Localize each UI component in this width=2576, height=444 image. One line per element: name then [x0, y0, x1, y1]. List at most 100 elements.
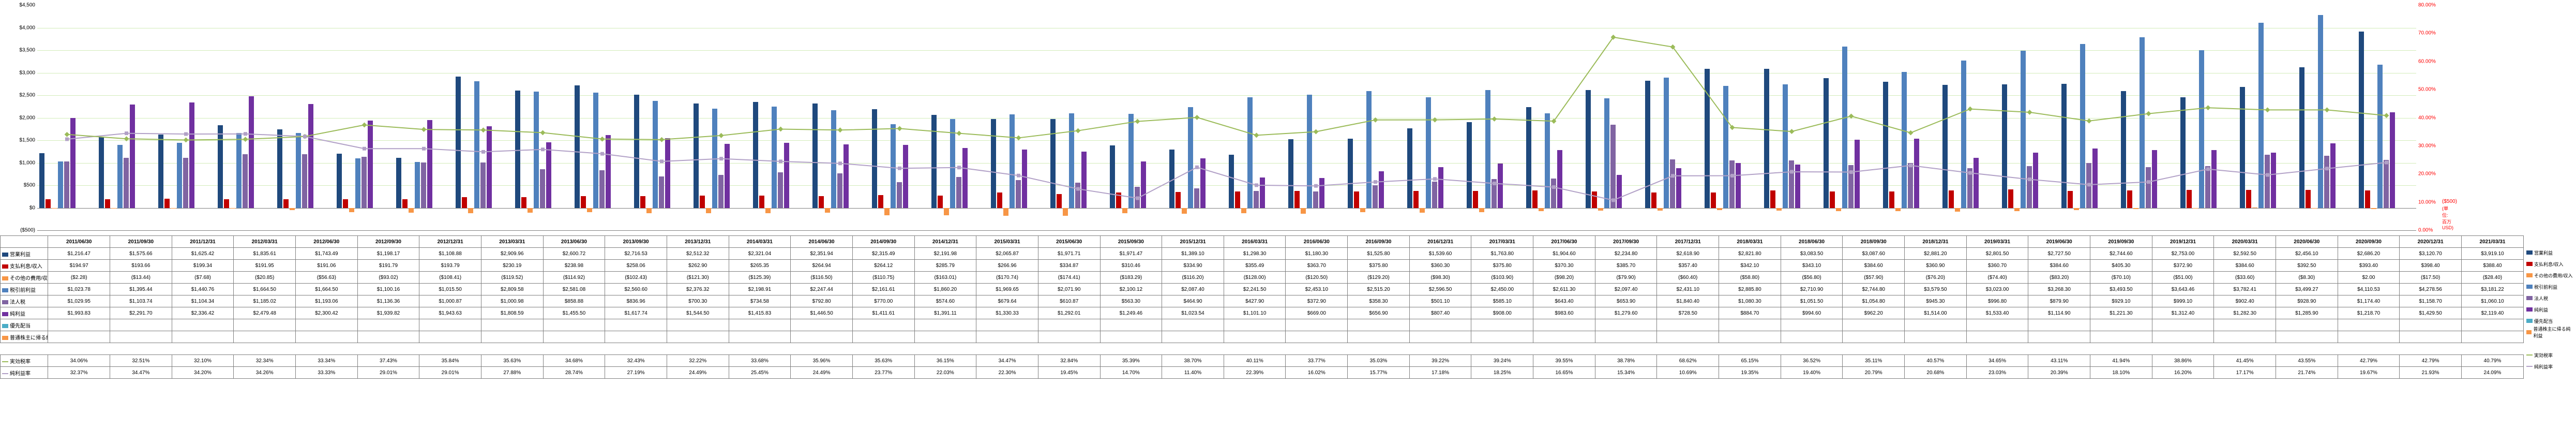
- cell: $238.98: [543, 260, 605, 272]
- cell: $728.50: [1657, 307, 1719, 319]
- cell: ($116.20): [1162, 272, 1224, 284]
- cell: 11.40%: [1162, 367, 1224, 379]
- cell: $2,234.80: [1595, 248, 1657, 260]
- col-header: 2014/03/31: [729, 236, 791, 248]
- cell: $1,103.74: [110, 295, 172, 307]
- marker-net_margin: [1076, 187, 1080, 191]
- cell: [1286, 331, 1348, 343]
- cell: $1,000.87: [419, 295, 481, 307]
- cell: 41.45%: [2214, 355, 2276, 367]
- cell: $1,312.40: [2152, 307, 2214, 319]
- y-axis-right-label: 70.00%: [2416, 31, 2436, 36]
- marker-eff_tax: [362, 123, 367, 128]
- cell: 15.34%: [1595, 367, 1657, 379]
- cell: 22.39%: [1224, 367, 1286, 379]
- cell: $2,821.80: [1719, 248, 1781, 260]
- cell: ($20.85): [234, 272, 296, 284]
- cell: $2,315.49: [852, 248, 914, 260]
- cell: $928.90: [2276, 295, 2338, 307]
- cell: ($108.41): [419, 272, 481, 284]
- cell: $1,298.30: [1224, 248, 1286, 260]
- marker-net_margin: [1671, 174, 1675, 177]
- cell: [2400, 319, 2462, 331]
- y-axis-left-label: ($500): [20, 228, 37, 233]
- row-label-pref_div: 優先配当: [1, 319, 48, 331]
- col-header: 2013/09/30: [605, 236, 667, 248]
- cell: ($33.60): [2214, 272, 2276, 284]
- y-axis-left-label: $1,000: [19, 160, 37, 166]
- cell: $2,198.91: [729, 284, 791, 295]
- cell: 36.52%: [1781, 355, 1843, 367]
- cell: [2461, 331, 2523, 343]
- cell: $343.10: [1781, 260, 1843, 272]
- cell: $464.90: [1162, 295, 1224, 307]
- cell: ($125.39): [729, 272, 791, 284]
- cell: ($183.29): [1100, 272, 1162, 284]
- cell: $643.40: [1533, 295, 1595, 307]
- cell: ($116.50): [791, 272, 853, 284]
- y-axis-left-label: $4,000: [19, 25, 37, 31]
- cell: [667, 319, 729, 331]
- cell: [1595, 319, 1657, 331]
- cell: $1,114.90: [2028, 307, 2090, 319]
- cell: 29.01%: [419, 367, 481, 379]
- cell: $996.80: [1966, 295, 2028, 307]
- cell: ($163.01): [914, 272, 976, 284]
- cell: 37.43%: [357, 355, 419, 367]
- marker-eff_tax: [897, 126, 902, 131]
- cell: [2338, 319, 2400, 331]
- cell: $3,493.50: [2090, 284, 2152, 295]
- marker-eff_tax: [1789, 129, 1795, 134]
- marker-net_margin: [244, 132, 247, 136]
- right-legend: 営業利益支払利息/収入その他の費用/収入税引前利益法人税純利益優先配当普通株主に…: [2526, 235, 2574, 372]
- cell: $1,029.95: [48, 295, 110, 307]
- cell: 23.77%: [852, 367, 914, 379]
- cell: [1595, 331, 1657, 343]
- cell: [1409, 319, 1471, 331]
- marker-net_margin: [898, 167, 901, 170]
- marker-net_margin: [2147, 180, 2150, 184]
- cell: $1,411.61: [852, 307, 914, 319]
- cell: $1,330.33: [976, 307, 1038, 319]
- cell: $1,023.78: [48, 284, 110, 295]
- col-header: 2021/03/31: [2461, 236, 2523, 248]
- cell: ($103.90): [1471, 272, 1533, 284]
- row-label-op_income: 営業利益: [1, 248, 48, 260]
- cell: $334.90: [1162, 260, 1224, 272]
- cell: $2,909.96: [481, 248, 543, 260]
- cell: ($120.50): [1286, 272, 1348, 284]
- row-label-other: その他の費用/収入: [1, 272, 48, 284]
- cell: $2,450.00: [1471, 284, 1533, 295]
- cell: $2,618.90: [1657, 248, 1719, 260]
- cell: $3,120.70: [2400, 248, 2462, 260]
- cell: $1,391.11: [914, 307, 976, 319]
- cell: [295, 331, 357, 343]
- col-header: 2011/09/30: [110, 236, 172, 248]
- cell: $360.30: [1409, 260, 1471, 272]
- cell: $398.40: [2400, 260, 2462, 272]
- table-header-row: 2011/06/302011/09/302011/12/312012/03/31…: [1, 236, 2524, 248]
- cell: $1,664.50: [234, 284, 296, 295]
- table-row: 税引前利益$1,023.78$1,395.44$1,440.76$1,664.5…: [1, 284, 2524, 295]
- marker-net_margin: [65, 137, 69, 141]
- marker-net_margin: [2028, 177, 2031, 181]
- col-header: 2014/06/30: [791, 236, 853, 248]
- cell: [172, 319, 234, 331]
- cell: $1,395.44: [110, 284, 172, 295]
- cell: $3,782.41: [2214, 284, 2276, 295]
- cell: 34.20%: [172, 367, 234, 379]
- col-header: 2019/12/31: [2152, 236, 2214, 248]
- cell: 18.10%: [2090, 367, 2152, 379]
- cell: 39.55%: [1533, 355, 1595, 367]
- cell: 43.11%: [2028, 355, 2090, 367]
- cell: $2,560.60: [605, 284, 667, 295]
- right-legend-item: 純利益率: [2526, 361, 2574, 372]
- cell: $1,429.50: [2400, 307, 2462, 319]
- cell: $191.06: [295, 260, 357, 272]
- cell: ($57.90): [1843, 272, 1905, 284]
- marker-net_margin: [779, 159, 782, 163]
- cell: $1,198.17: [357, 248, 419, 260]
- cell: $1,625.42: [172, 248, 234, 260]
- cell: $2,241.50: [1224, 284, 1286, 295]
- cell: [419, 319, 481, 331]
